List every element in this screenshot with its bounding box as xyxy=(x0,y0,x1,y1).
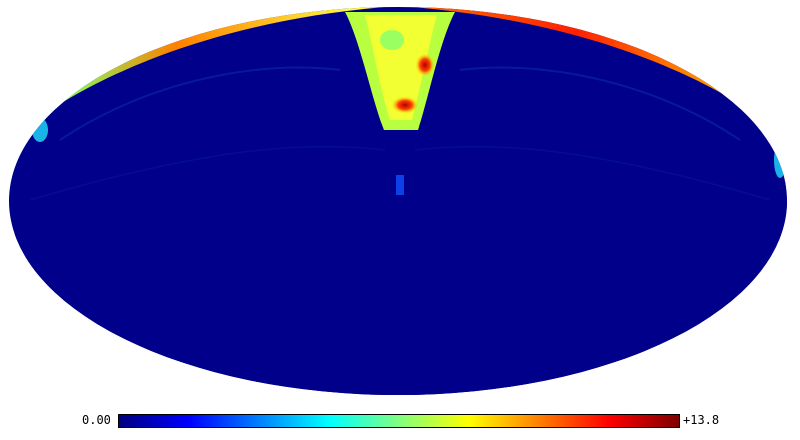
northern-rim-band xyxy=(9,7,787,150)
colorbar-min-label: 0.00 xyxy=(82,413,111,427)
hotspot-upper xyxy=(415,53,435,77)
map-field xyxy=(9,7,787,395)
colorbar-legend: 0.00 +13.8 xyxy=(0,410,800,432)
colorbar-max-label: +13.8 xyxy=(683,413,720,427)
interior-field xyxy=(9,30,787,395)
mollweide-sky-map xyxy=(9,7,787,395)
hotspot-lower xyxy=(391,96,419,114)
cool-patch xyxy=(380,30,404,50)
colorbar-gradient xyxy=(118,414,680,428)
map-svg xyxy=(9,7,787,395)
